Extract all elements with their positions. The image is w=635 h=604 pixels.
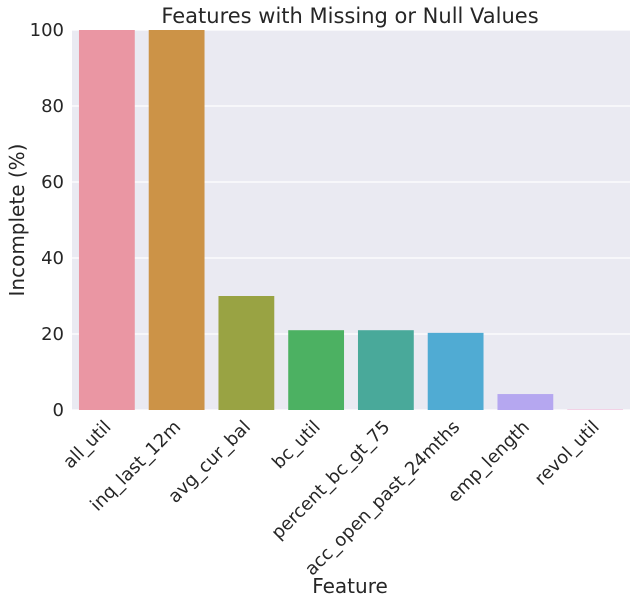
chart-title: Features with Missing or Null Values bbox=[161, 4, 538, 28]
bar-acc_open_past_24mths bbox=[427, 332, 484, 410]
x-tick-label: revol_util bbox=[531, 417, 604, 490]
y-tick-labels: 0 20 40 60 80 100 bbox=[30, 20, 64, 421]
bar-percent_bc_gt_75 bbox=[357, 330, 414, 410]
bar-emp_length bbox=[497, 394, 554, 410]
y-tick-label: 20 bbox=[41, 324, 64, 345]
bar-inq_last_12m bbox=[148, 30, 205, 410]
bar-bc_util bbox=[288, 330, 345, 410]
bar-all_util bbox=[78, 30, 135, 410]
bars bbox=[78, 30, 624, 410]
bar-avg_cur_bal bbox=[218, 296, 275, 410]
y-tick-label: 100 bbox=[30, 20, 64, 41]
y-axis-label: Incomplete (%) bbox=[5, 144, 29, 297]
x-axis-label: Feature bbox=[312, 574, 388, 598]
y-tick-label: 40 bbox=[41, 248, 64, 269]
x-tick-label: bc_util bbox=[268, 417, 324, 473]
x-tick-label: percent_bc_gt_75 bbox=[267, 417, 394, 544]
x-tick-label: all_util bbox=[59, 417, 115, 473]
y-tick-label: 0 bbox=[53, 400, 64, 421]
y-tick-label: 80 bbox=[41, 96, 64, 117]
y-tick-label: 60 bbox=[41, 172, 64, 193]
